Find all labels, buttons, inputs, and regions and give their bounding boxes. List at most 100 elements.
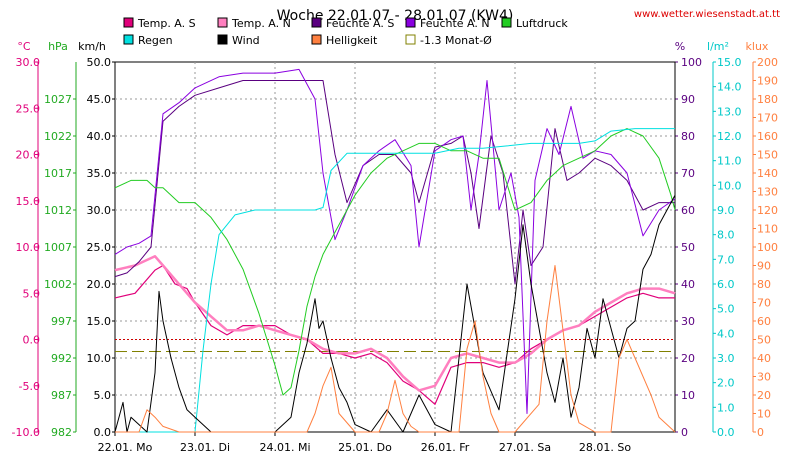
legend-swatch bbox=[405, 17, 416, 28]
chart-title: Woche 22.01.07 - 28.01.07 (KW4) bbox=[277, 8, 514, 24]
axis-tick-label-pressure: 1022 bbox=[44, 130, 72, 143]
axis-tick-label-temp: 30.0 bbox=[16, 56, 41, 69]
axis-tick-label-humidity: 60 bbox=[681, 204, 695, 217]
legend-swatch bbox=[217, 34, 228, 45]
axis-tick-label-rain: 1.0 bbox=[717, 401, 735, 414]
axis-tick-label-brightness: 80 bbox=[757, 278, 771, 291]
axis-unit-rain: l/m² bbox=[707, 40, 729, 53]
axis-tick-label-rain: 15.0 bbox=[717, 56, 742, 69]
axis-tick-label-pressure: 992 bbox=[51, 352, 72, 365]
axis-tick-label-pressure: 987 bbox=[51, 389, 72, 402]
axis-tick-label-brightness: 130 bbox=[757, 186, 778, 199]
axis-tick-label-temp: 0.0 bbox=[23, 334, 41, 347]
legend-label: Wind bbox=[232, 34, 260, 47]
axis-tick-label-pressure: 1017 bbox=[44, 167, 72, 180]
legend-label: Helligkeit bbox=[326, 34, 378, 47]
legend-swatch bbox=[405, 34, 416, 45]
x-tick-label: 25.01. Do bbox=[338, 441, 392, 454]
axis-tick-label-wind: 5.0 bbox=[94, 389, 112, 402]
axis-tick-label-brightness: 40 bbox=[757, 352, 771, 365]
x-tick-label: 23.01. Di bbox=[180, 441, 230, 454]
axis-tick-label-brightness: 60 bbox=[757, 315, 771, 328]
series-line-feuchte-a-s bbox=[114, 80, 675, 285]
axis-tick-label-temp: 25.0 bbox=[16, 102, 41, 115]
axis-tick-label-rain: 13.0 bbox=[717, 105, 742, 118]
legend-label: Regen bbox=[138, 34, 173, 47]
axis-tick-label-wind: 30.0 bbox=[87, 204, 112, 217]
axis-tick-label-brightness: 190 bbox=[757, 75, 778, 88]
axis-tick-label-rain: 10.0 bbox=[717, 179, 742, 192]
axis-tick-label-rain: 5.0 bbox=[717, 303, 735, 316]
x-tick-label: 27.01. Sa bbox=[499, 441, 551, 454]
axis-tick-label-pressure: 997 bbox=[51, 315, 72, 328]
axis-tick-label-humidity: 50 bbox=[681, 241, 695, 254]
axis-tick-label-brightness: 120 bbox=[757, 204, 778, 217]
axis-tick-label-rain: 6.0 bbox=[717, 278, 735, 291]
legend-swatch bbox=[501, 17, 512, 28]
axis-tick-label-brightness: 110 bbox=[757, 223, 778, 236]
legend-label: Temp. A. S bbox=[137, 17, 196, 30]
axis-tick-label-wind: 45.0 bbox=[87, 93, 112, 106]
legend-label: Feuchte A. N bbox=[420, 17, 490, 30]
axis-tick-label-temp: 10.0 bbox=[16, 241, 41, 254]
axis-tick-label-brightness: 10 bbox=[757, 408, 771, 421]
source-link: www.wetter.wiesenstadt.at.tt bbox=[634, 9, 780, 20]
axis-tick-label-wind: 40.0 bbox=[87, 130, 112, 143]
axis-tick-label-humidity: 40 bbox=[681, 278, 695, 291]
axis-tick-label-brightness: 90 bbox=[757, 260, 771, 273]
x-tick-label: 26.01. Fr bbox=[421, 441, 470, 454]
axis-tick-label-rain: 8.0 bbox=[717, 229, 735, 242]
x-tick-label: 28.01. So bbox=[579, 441, 631, 454]
axis-tick-label-temp: -10.0 bbox=[12, 426, 40, 439]
axis-tick-label-brightness: 20 bbox=[757, 389, 771, 402]
legend-swatch bbox=[311, 17, 322, 28]
axis-tick-label-rain: 9.0 bbox=[717, 204, 735, 217]
x-tick-label: 24.01. Mi bbox=[259, 441, 310, 454]
series-line-temp-a-s bbox=[114, 264, 675, 405]
series-line-regen bbox=[115, 128, 675, 433]
axis-tick-label-brightness: 170 bbox=[757, 112, 778, 125]
axis-tick-label-wind: 0.0 bbox=[94, 426, 112, 439]
axis-unit-wind: km/h bbox=[78, 40, 106, 53]
axis-unit-humidity: % bbox=[675, 40, 685, 53]
axis-tick-label-wind: 35.0 bbox=[87, 167, 112, 180]
axis-tick-label-humidity: 30 bbox=[681, 315, 695, 328]
axis-tick-label-humidity: 70 bbox=[681, 167, 695, 180]
axis-tick-label-rain: 7.0 bbox=[717, 253, 735, 266]
axis-tick-label-humidity: 0 bbox=[681, 426, 688, 439]
legend-label: Temp. A. N bbox=[231, 17, 291, 30]
axis-tick-label-pressure: 1012 bbox=[44, 204, 72, 217]
axis-tick-label-rain: 14.0 bbox=[717, 81, 742, 94]
axis-tick-label-wind: 20.0 bbox=[87, 278, 112, 291]
axis-tick-label-brightness: 140 bbox=[757, 167, 778, 180]
axis-tick-label-rain: 11.0 bbox=[717, 155, 742, 168]
axis-tick-label-rain: 12.0 bbox=[717, 130, 742, 143]
axis-tick-label-pressure: 982 bbox=[51, 426, 72, 439]
axis-tick-label-rain: 4.0 bbox=[717, 327, 735, 340]
series-line-wind bbox=[114, 194, 676, 433]
axis-tick-label-humidity: 10 bbox=[681, 389, 695, 402]
axis-tick-label-brightness: 150 bbox=[757, 149, 778, 162]
axis-tick-label-rain: 2.0 bbox=[717, 377, 735, 390]
axis-tick-label-pressure: 1027 bbox=[44, 93, 72, 106]
axis-tick-label-brightness: 160 bbox=[757, 130, 778, 143]
axis-tick-label-rain: 0.0 bbox=[717, 426, 735, 439]
legend-label: -1.3 Monat-Ø bbox=[420, 34, 492, 47]
axis-tick-label-wind: 25.0 bbox=[87, 241, 112, 254]
series-line-helligkeit bbox=[115, 265, 676, 433]
axis-tick-label-humidity: 80 bbox=[681, 130, 695, 143]
axis-tick-label-temp: 20.0 bbox=[16, 149, 41, 162]
axis-tick-label-temp: 15.0 bbox=[16, 195, 41, 208]
axis-tick-label-brightness: 100 bbox=[757, 241, 778, 254]
legend-swatch bbox=[217, 17, 228, 28]
axis-unit-pressure: hPa bbox=[48, 40, 68, 53]
x-tick-label: 22.01. Mo bbox=[98, 441, 153, 454]
axis-tick-label-brightness: 70 bbox=[757, 297, 771, 310]
legend-swatch bbox=[123, 17, 134, 28]
axis-tick-label-wind: 10.0 bbox=[87, 352, 112, 365]
legend-label: Luftdruck bbox=[516, 17, 568, 30]
series-line-temp-a-n bbox=[114, 255, 676, 392]
axis-tick-label-humidity: 90 bbox=[681, 93, 695, 106]
axis-tick-label-brightness: 180 bbox=[757, 93, 778, 106]
